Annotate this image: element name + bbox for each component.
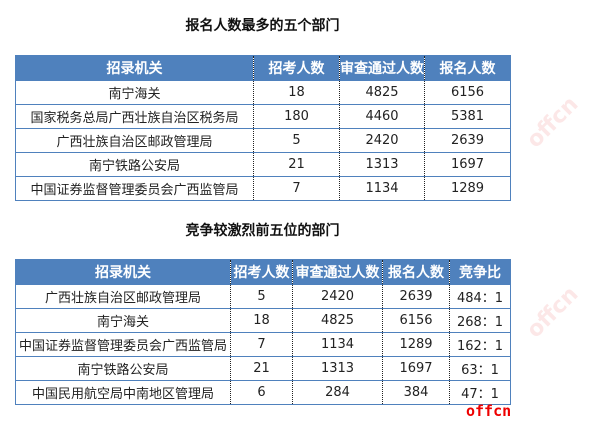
column-header: 报名人数 [424, 55, 511, 81]
table-cell: 180 [253, 104, 340, 129]
table-cell: 南宁海关 [15, 80, 254, 105]
column-header: 审查通过人数 [339, 55, 425, 81]
watermark: offcn [522, 91, 584, 154]
table-cell: 7 [230, 332, 293, 357]
table-cell: 5 [253, 128, 340, 153]
table1-title: 报名人数最多的五个部门 [185, 18, 340, 34]
table-row: 南宁铁路公安局 21 1313 1697 63：1 [15, 356, 511, 381]
table-cell: 1134 [339, 176, 425, 201]
table-cell: 6156 [424, 80, 511, 105]
table-row: 中国证券监督管理委员会广西监管局 7 1134 1289 162：1 [15, 332, 511, 357]
table-row: 南宁铁路公安局 21 1313 1697 [15, 152, 511, 177]
table-cell: 162：1 [449, 332, 511, 357]
table-cell: 广西壮族自治区邮政管理局 [15, 128, 254, 153]
table-header: 招录机关 招考人数 审查通过人数 报名人数 [15, 55, 511, 81]
table-cell: 384 [382, 380, 450, 405]
table-cell: 284 [292, 380, 383, 405]
table-cell: 1134 [292, 332, 383, 357]
table-cell: 7 [253, 176, 340, 201]
column-header: 招考人数 [230, 259, 293, 285]
table-row: 南宁海关 18 4825 6156 [15, 80, 511, 105]
table-cell: 1289 [424, 176, 511, 201]
table-row: 中国证券监督管理委员会广西监管局 7 1134 1289 [15, 176, 511, 201]
competition-table: 招录机关 招考人数 审查通过人数 报名人数 竞争比 广西壮族自治区邮政管理局 5 2… [15, 259, 511, 405]
table-cell: 1313 [292, 356, 383, 381]
table-row: 广西壮族自治区邮政管理局 5 2420 2639 484：1 [15, 284, 511, 309]
table-cell: 47：1 [449, 380, 511, 405]
table-cell: 广西壮族自治区邮政管理局 [15, 284, 231, 309]
table-cell: 2639 [424, 128, 511, 153]
table-cell: 1313 [339, 152, 425, 177]
column-header: 报名人数 [382, 259, 450, 285]
table-cell: 484：1 [449, 284, 511, 309]
table-cell: 4460 [339, 104, 425, 129]
table-row: 广西壮族自治区邮政管理局 5 2420 2639 [15, 128, 511, 153]
table-cell: 1697 [424, 152, 511, 177]
table-cell: 南宁铁路公安局 [15, 356, 231, 381]
table-cell: 18 [230, 308, 293, 333]
column-header: 招录机关 [15, 259, 231, 285]
watermark: offcn [522, 281, 584, 344]
table-cell: 1289 [382, 332, 450, 357]
table-cell: 国家税务总局广西壮族自治区税务局 [15, 104, 254, 129]
offcn-logo: offcn [466, 402, 512, 420]
table-cell: 南宁海关 [15, 308, 231, 333]
table-cell: 4825 [339, 80, 425, 105]
top-applicants-table: 招录机关 招考人数 审查通过人数 报名人数 南宁海关 18 4825 6156 国家税务… [15, 55, 511, 201]
table-cell: 4825 [292, 308, 383, 333]
table-cell: 2639 [382, 284, 450, 309]
table-cell: 21 [253, 152, 340, 177]
table-cell: 6 [230, 380, 293, 405]
table-cell: 63：1 [449, 356, 511, 381]
column-header: 审查通过人数 [292, 259, 383, 285]
table-cell: 18 [253, 80, 340, 105]
table-cell: 6156 [382, 308, 450, 333]
table-row: 国家税务总局广西壮族自治区税务局 180 4460 5381 [15, 104, 511, 129]
table-cell: 1697 [382, 356, 450, 381]
column-header: 竞争比 [449, 259, 511, 285]
table-header: 招录机关 招考人数 审查通过人数 报名人数 竞争比 [15, 259, 511, 285]
table-cell: 268：1 [449, 308, 511, 333]
table-cell: 南宁铁路公安局 [15, 152, 254, 177]
table-cell: 中国证券监督管理委员会广西监管局 [15, 176, 254, 201]
table2-title: 竞争较激烈前五位的部门 [185, 223, 340, 239]
table-cell: 中国民用航空局中南地区管理局 [15, 380, 231, 405]
column-header: 招录机关 [15, 55, 254, 81]
table-cell: 中国证券监督管理委员会广西监管局 [15, 332, 231, 357]
table-cell: 2420 [292, 284, 383, 309]
column-header: 招考人数 [253, 55, 340, 81]
table-cell: 5 [230, 284, 293, 309]
table-cell: 5381 [424, 104, 511, 129]
table-cell: 21 [230, 356, 293, 381]
table-row: 中国民用航空局中南地区管理局 6 284 384 47：1 [15, 380, 511, 405]
table-row: 南宁海关 18 4825 6156 268：1 [15, 308, 511, 333]
table-cell: 2420 [339, 128, 425, 153]
